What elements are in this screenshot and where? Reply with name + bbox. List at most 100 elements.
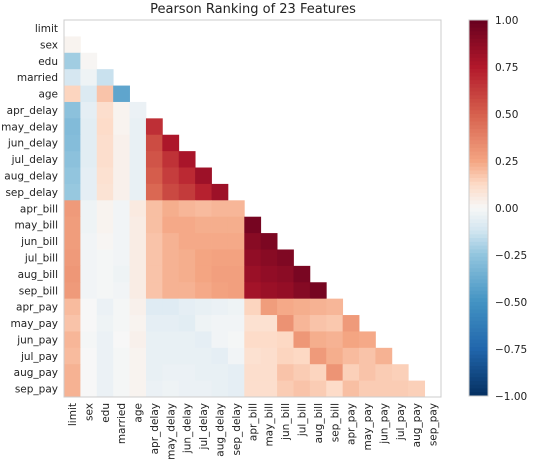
colorbar-segment — [469, 358, 488, 363]
colorbar-segment — [469, 335, 488, 341]
y-tick-label: jun_bill — [20, 236, 58, 248]
heatmap-cell — [195, 167, 212, 185]
y-tick-label: jul_pay — [20, 351, 58, 363]
heatmap-cell — [359, 347, 376, 365]
heatmap-cell — [260, 347, 278, 365]
colorbar: 1.00 0.75 0.50 0.25 0.00 −0.25 −0.50 −0.75 −1.00 — [468, 15, 527, 403]
heatmap-cell — [162, 200, 180, 218]
colorbar-segment — [469, 354, 488, 359]
heatmap-cell — [195, 216, 212, 234]
colorbar-segment — [469, 189, 488, 194]
y-tick-label: edu — [38, 56, 58, 68]
heatmap-cell — [64, 315, 81, 332]
colorbar-segment — [469, 350, 488, 356]
heatmap-cell — [277, 315, 294, 332]
heatmap-cell — [211, 347, 229, 365]
colorbar-segment — [469, 83, 488, 89]
x-tick-label: sep_pay — [428, 403, 440, 446]
heatmap-cell — [260, 315, 278, 332]
colorbar-segment — [469, 35, 488, 40]
colorbar-segment — [469, 305, 488, 311]
heatmap-cell — [80, 315, 98, 332]
heatmap-cell — [211, 331, 229, 349]
colorbar-segment — [469, 377, 488, 382]
colorbar-segment — [469, 204, 488, 209]
heatmap-cell — [359, 364, 376, 382]
heatmap-cell — [113, 216, 130, 234]
heatmap-cell — [244, 298, 262, 316]
heatmap-cell — [244, 380, 262, 398]
heatmap-cell — [96, 315, 114, 332]
heatmap-cell — [408, 380, 426, 398]
heatmap-cell — [342, 380, 360, 398]
heatmap-cell — [178, 315, 196, 332]
heatmap-cell — [145, 364, 163, 382]
heatmap-cell — [64, 331, 81, 349]
colorbar-segment — [469, 50, 488, 55]
heatmap-cell — [145, 315, 163, 332]
heatmap-cell — [64, 183, 81, 201]
colorbar-segment — [469, 200, 488, 205]
colorbar-segment — [469, 238, 488, 243]
colorbar-segment — [469, 23, 488, 29]
colorbar-segment — [469, 384, 488, 389]
heatmap-cell — [64, 85, 81, 103]
colorbar-segment — [469, 144, 488, 149]
heatmap-cell — [326, 364, 344, 382]
heatmap-cell — [162, 249, 180, 267]
colorbar-frame — [468, 19, 489, 397]
heatmap-cell — [113, 315, 130, 332]
heatmap-cell — [211, 183, 229, 201]
heatmap-cell — [129, 265, 147, 283]
colorbar-segment — [469, 302, 488, 307]
x-tick-label: jul_pay — [395, 403, 407, 441]
colorbar-tick-label: −0.50 — [495, 297, 527, 309]
heatmap-cell — [129, 380, 147, 398]
heatmap-cell — [277, 331, 294, 349]
x-tick-label: apr_pay — [346, 403, 358, 445]
heatmap-cell — [211, 364, 229, 382]
heatmap-cell — [342, 331, 360, 349]
colorbar-segment — [469, 271, 488, 277]
heatmap-cell — [162, 331, 180, 349]
heatmap-cell — [260, 298, 278, 316]
heatmap-cell — [227, 233, 245, 250]
y-tick-labels: limit sex edu married age apr_delay may_delayj… — [1, 23, 58, 396]
colorbar-segment — [469, 332, 488, 337]
y-tick-label: married — [17, 72, 58, 84]
colorbar-segment — [469, 91, 488, 96]
heatmap-cell — [178, 282, 196, 300]
heatmap-cell — [129, 183, 147, 201]
heatmap-cell — [227, 364, 245, 382]
heatmap-cell — [145, 118, 163, 136]
heatmap-cell — [326, 298, 344, 316]
chart-title: Pearson Ranking of 23 Features — [150, 2, 356, 17]
heatmap-cell — [80, 331, 98, 349]
heatmap-cell — [244, 315, 262, 332]
heatmap-cell — [211, 298, 229, 316]
heatmap-cell — [211, 233, 229, 250]
heatmap-cell — [96, 331, 114, 349]
heatmap-cell — [80, 134, 98, 152]
heatmap-cell — [342, 315, 360, 332]
heatmap-cell — [64, 151, 81, 168]
colorbar-segment — [469, 65, 488, 70]
colorbar-segment — [469, 294, 488, 299]
heatmap-cell — [80, 233, 98, 250]
heatmap-cell — [145, 151, 163, 168]
x-tick-label: married — [116, 403, 128, 444]
y-tick-label: jun_pay — [16, 334, 58, 346]
heatmap-cell — [293, 380, 311, 398]
heatmap-cell — [162, 298, 180, 316]
heatmap-cell — [277, 364, 294, 382]
heatmap-cell — [129, 233, 147, 250]
colorbar-segment — [469, 159, 488, 164]
x-tick-label: may_delay — [165, 403, 177, 460]
colorbar-segment — [469, 223, 488, 228]
heatmap-cell — [244, 233, 262, 250]
heatmap-cell — [162, 233, 180, 250]
colorbar-segment — [469, 196, 488, 201]
heatmap-cell — [293, 298, 311, 316]
heatmap-cell — [309, 380, 327, 398]
